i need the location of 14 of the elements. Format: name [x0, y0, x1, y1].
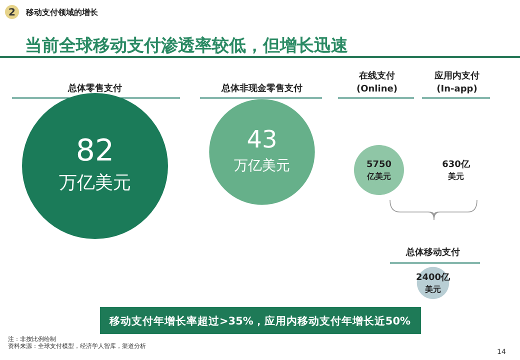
data-label: 43万亿美元: [234, 125, 290, 174]
category-label: 总体零售支付: [67, 83, 122, 94]
category-label: 总体移动支付: [405, 247, 460, 258]
text: 移动支付领域的增长: [25, 8, 99, 17]
text: 当前全球移动支付渗透率较低，但增长迅速: [25, 36, 348, 56]
data-label: 82万亿美元: [59, 134, 131, 194]
category-label: 在线支付 (Online): [356, 70, 398, 95]
data-label: 5750亿美元: [366, 160, 392, 181]
data-label: 630亿美元: [442, 159, 471, 181]
category-label: 应用内支付 (In-app): [434, 70, 480, 95]
text: 移动支付年增长率超过>35%，应用内移动支付年增长近50%: [108, 314, 412, 328]
data-label: 2400亿美元: [416, 272, 452, 294]
text: 2: [8, 8, 16, 18]
category-label: 总体非现金零售支付: [220, 83, 302, 94]
